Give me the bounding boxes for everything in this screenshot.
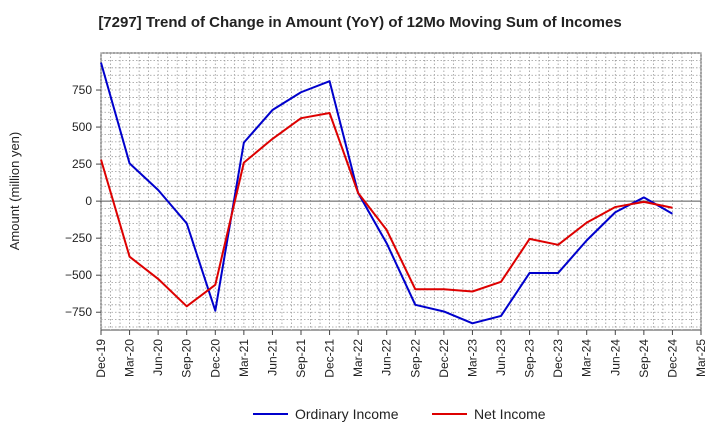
y-tick-label: 0 (85, 194, 92, 208)
y-tick-label: −750 (65, 305, 92, 319)
x-tick-label: Sep-22 (408, 339, 422, 378)
x-tick-label: Mar-21 (237, 339, 251, 377)
y-tick-label: −500 (65, 268, 92, 282)
x-tick-label: Sep-21 (294, 339, 308, 378)
y-tick-label: 500 (72, 120, 92, 134)
x-tick-label: Mar-23 (465, 339, 479, 377)
y-tick-label: 750 (72, 83, 92, 97)
y-axis-label: Amount (million yen) (7, 132, 22, 251)
x-tick-label: Mar-22 (351, 339, 365, 377)
x-tick-label: Mar-25 (694, 339, 708, 377)
x-tick-label: Jun-21 (265, 339, 279, 376)
x-tick-label: Sep-23 (523, 339, 537, 378)
x-tick-label: Dec-24 (665, 339, 679, 378)
plot-frame (100, 52, 702, 331)
x-tick-label: Jun-22 (380, 339, 394, 376)
chart-title: [7297] Trend of Change in Amount (YoY) o… (98, 14, 622, 31)
x-tick-label: Dec-19 (94, 339, 108, 378)
y-axis-ticks: −750 −500 −250 0 250 500 750 (65, 83, 101, 319)
legend: Ordinary Income Net Income (253, 406, 546, 422)
x-tick-label: Jun-23 (494, 339, 508, 376)
x-tick-label: Dec-20 (208, 339, 222, 378)
series-line-ordinary-income (100, 62, 673, 325)
x-tick-label: Mar-20 (123, 339, 137, 377)
x-tick-label: Sep-24 (637, 339, 651, 378)
x-tick-label: Dec-23 (551, 339, 565, 378)
legend-label-ordinary-income: Ordinary Income (295, 406, 399, 422)
x-tick-label: Mar-24 (580, 339, 594, 377)
plot-area (100, 52, 702, 331)
grid (100, 52, 702, 330)
y-tick-label: 250 (72, 157, 92, 171)
series-lines (100, 62, 673, 325)
x-tick-label: Jun-20 (151, 339, 165, 376)
series-line-net-income (100, 111, 673, 308)
x-tick-label: Dec-21 (323, 339, 337, 378)
x-tick-label: Sep-20 (180, 339, 194, 378)
y-tick-label: −250 (65, 231, 92, 245)
x-tick-label: Jun-24 (608, 339, 622, 376)
legend-label-net-income: Net Income (474, 406, 546, 422)
x-axis-ticks: Dec-19 Mar-20 Jun-20 Sep-20 Dec-20 Mar-21 Jun-… (94, 330, 708, 378)
x-tick-label: Dec-22 (437, 339, 451, 378)
